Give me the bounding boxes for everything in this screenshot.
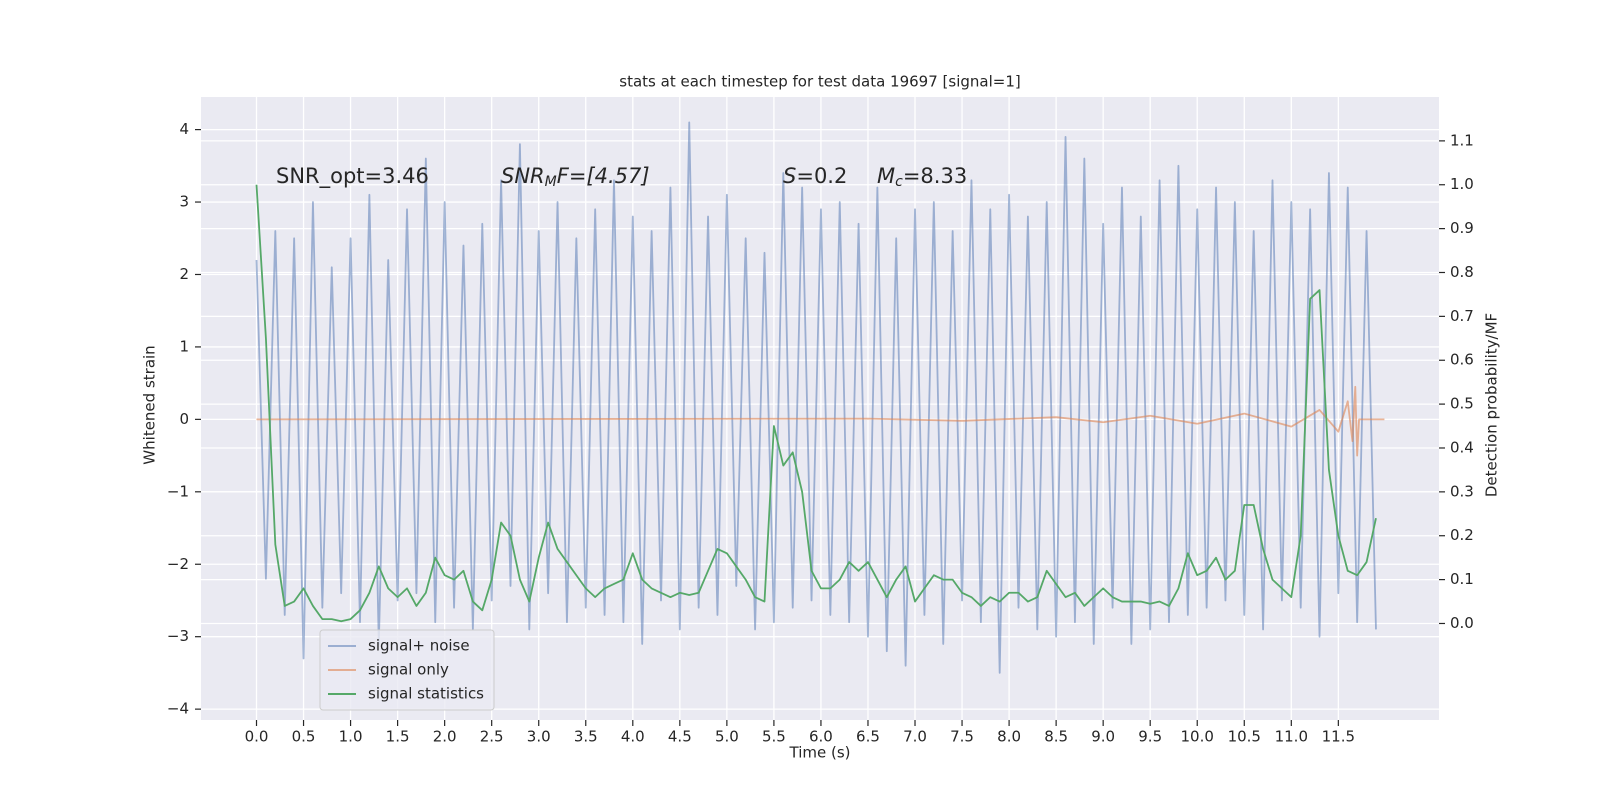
y2-tick-label: 0.1	[1450, 570, 1474, 588]
y-tick-label: −1	[167, 482, 189, 500]
legend-label: signal statistics	[368, 685, 484, 703]
series-line	[255, 184, 1377, 623]
legend: signal+ noise signal only signal statistic…	[319, 629, 495, 711]
legend-box	[319, 629, 495, 711]
marks	[255, 121, 1385, 674]
x-tick-label: 9.5	[1138, 728, 1162, 746]
annotation-text: M	[877, 164, 895, 188]
y2-tick-label: 0.6	[1450, 351, 1474, 369]
x-tick-label: 8.0	[997, 728, 1021, 746]
y2-tick-label: 0.3	[1450, 482, 1474, 500]
y-tick-label: −4	[167, 700, 189, 718]
annotation-text: SNR_opt=3.46	[276, 164, 429, 189]
annotation: Mc=8.33	[877, 164, 967, 190]
x-tick-label: 11.0	[1275, 728, 1308, 746]
annotation: S=0.2	[783, 164, 847, 188]
x-tick-label: 10.0	[1181, 728, 1214, 746]
x-tick-label: 5.0	[715, 728, 739, 746]
y2-tick-label: 0.9	[1450, 219, 1474, 237]
x-tick-label: 10.5	[1228, 728, 1261, 746]
x-tick-label: 1.0	[339, 728, 363, 746]
y-axis-label: Whitened strain	[141, 345, 159, 464]
annotation-subscript: c	[895, 174, 903, 190]
x-tick-label: 3.0	[527, 728, 551, 746]
annotation: SNR_opt=3.46	[276, 164, 429, 189]
x-tick-label: 1.5	[386, 728, 410, 746]
axes: 0.0 0.5 1.0 1.5 2.0 2.5 3.0 3.5 4.0 4.5 5.0 5.5 6.0 6…	[167, 120, 1474, 745]
y-tick-label: 2	[179, 265, 189, 283]
x-tick-label: 0.5	[292, 728, 316, 746]
x-axis-label: Time (s)	[789, 744, 851, 762]
annotation: SNRMF=[4.57]	[501, 164, 650, 190]
x-tick-label: 2.0	[433, 728, 457, 746]
y-tick-label: 3	[179, 193, 189, 211]
annotation-text: =0.2	[796, 164, 847, 188]
y-tick-label: 0	[179, 410, 189, 428]
annotation-text: =8.33	[903, 164, 967, 188]
x-tick-label: 5.5	[762, 728, 786, 746]
x-tick-label: 4.5	[668, 728, 692, 746]
x-tick-label: 9.0	[1091, 728, 1115, 746]
x-tick-label: 3.5	[574, 728, 598, 746]
y2-axis-label: Detection probability/MF	[1483, 313, 1501, 497]
y2-tick-label: 0.0	[1450, 614, 1474, 632]
legend-label: signal+ noise	[368, 637, 470, 655]
annotation-text: SNR	[501, 164, 545, 188]
x-tick-label: 2.5	[480, 728, 504, 746]
legend-label: signal only	[368, 661, 449, 679]
y2-tick-label: 0.7	[1450, 307, 1474, 325]
x-tick-label: 11.5	[1322, 728, 1355, 746]
x-tick-label: 0.0	[245, 728, 269, 746]
y2-tick-label: 0.2	[1450, 526, 1474, 544]
series-line	[255, 121, 1377, 674]
annotation-subscript: M	[545, 174, 557, 190]
x-tick-label: 4.0	[621, 728, 645, 746]
annotation-text: F=[4.57]	[557, 164, 650, 188]
y-tick-label: −2	[167, 555, 189, 573]
annotation-text: S	[783, 164, 796, 188]
x-tick-label: 6.0	[809, 728, 833, 746]
series-line	[256, 385, 1385, 457]
y2-tick-label: 1.1	[1450, 131, 1474, 149]
chart-title: stats at each timestep for test data 196…	[619, 73, 1020, 91]
y-tick-label: 4	[179, 120, 189, 138]
y-tick-label: 1	[179, 337, 189, 355]
y2-tick-label: 1.0	[1450, 175, 1474, 193]
y2-tick-label: 0.5	[1450, 395, 1474, 413]
y2-tick-label: 0.8	[1450, 263, 1474, 281]
y2-tick-label: 0.4	[1450, 438, 1474, 456]
x-tick-label: 8.5	[1044, 728, 1068, 746]
y-tick-label: −3	[167, 627, 189, 645]
plot-area	[201, 97, 1439, 720]
x-tick-label: 6.5	[856, 728, 880, 746]
x-tick-label: 7.5	[950, 728, 974, 746]
x-tick-label: 7.0	[903, 728, 927, 746]
